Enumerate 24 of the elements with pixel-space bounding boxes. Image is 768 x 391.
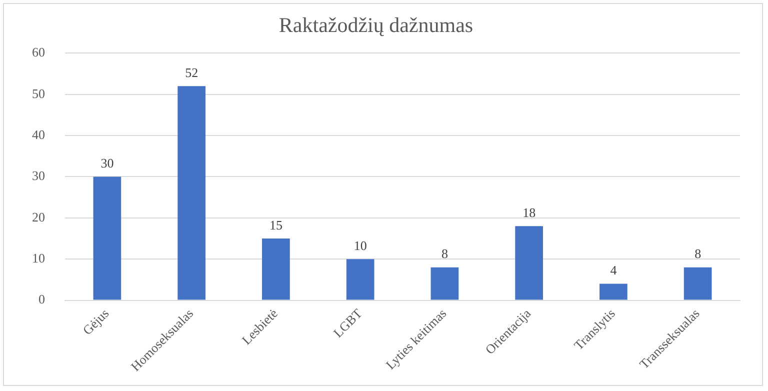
y-tick-label: 20 [32, 209, 45, 224]
y-tick-label: 30 [32, 168, 45, 184]
bar [262, 238, 290, 300]
data-label: 4 [610, 262, 618, 278]
data-label: 15 [269, 217, 282, 232]
data-label: 8 [694, 246, 702, 262]
bar [600, 284, 628, 300]
bar [515, 226, 543, 300]
chart-title: Raktažodžių dažnumas [278, 13, 474, 38]
y-tick-label: 10 [32, 250, 45, 266]
bar [346, 259, 374, 300]
data-label: 52 [185, 65, 198, 80]
data-label: 30 [100, 156, 114, 171]
data-label: 18 [522, 205, 536, 220]
bar [430, 267, 459, 300]
data-label: 8 [441, 246, 448, 262]
y-tick-label: 60 [32, 44, 45, 60]
bar [178, 86, 206, 300]
bar [93, 176, 122, 300]
data-label: 10 [354, 238, 367, 254]
y-tick-label: 40 [32, 126, 45, 142]
bar [684, 267, 712, 300]
y-tick-label: 50 [32, 86, 45, 101]
y-tick-label: 0 [38, 292, 45, 307]
